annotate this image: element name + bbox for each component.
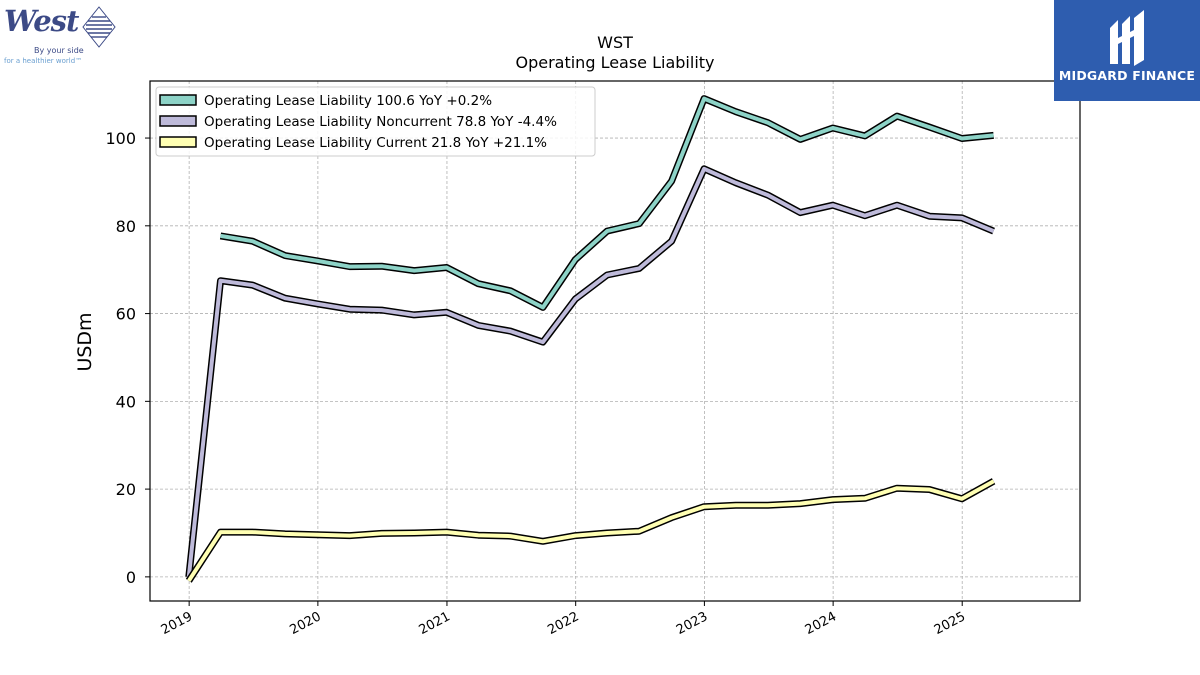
legend-swatch [159,115,197,127]
series-lines [185,95,996,583]
west-logo-tagline: By your side [34,46,84,55]
series-line-2 [186,166,995,578]
legend-label: Operating Lease Liability Noncurrent 78.… [204,114,557,130]
x-tick-label: 2025 [932,609,968,638]
x-tick-label: 2020 [287,609,323,638]
plot-area-frame [149,80,1081,602]
series-line-1 [220,96,994,310]
chart-title: WST [597,33,633,52]
y-tick-label: 40 [116,392,136,411]
y-tick-label: 80 [116,217,136,236]
x-tick-label: 2023 [674,609,710,638]
west-logo-word: West [4,4,79,38]
y-tick-label: 0 [126,568,136,587]
legend-swatch [159,136,197,148]
west-logo: West By your side for a healthier world™ [4,4,116,68]
legend-label: Operating Lease Liability Current 21.8 Y… [204,135,547,151]
x-tick-label: 2021 [417,609,453,638]
y-tick-label: 60 [116,305,136,324]
west-diamond-icon [82,6,116,48]
midgard-finance-wordmark: MIDGARD FINANCE [1058,68,1196,83]
chart-subtitle: Operating Lease Liability [515,53,714,72]
legend-swatch [159,94,197,106]
grid-lines [150,81,1080,601]
legend: Operating Lease Liability 100.6 YoY +0.2… [155,86,596,157]
x-tick-label: 2024 [803,609,839,638]
midgard-emblem-icon [1110,10,1144,66]
legend-label: Operating Lease Liability 100.6 YoY +0.2… [204,93,492,109]
y-tick-label: 20 [116,480,136,499]
x-tick-label: 2022 [545,609,581,638]
legend-box [155,86,596,157]
x-tick-label: 2019 [159,609,195,638]
series-line-3 [187,479,995,582]
midgard-finance-logo: MIDGARD FINANCE [1054,0,1200,101]
west-logo-tagline-2: for a healthier world™ [4,57,83,65]
y-axis-label: USDm [74,312,96,371]
series-outline-2 [185,165,995,578]
y-tick-label: 100 [105,129,136,148]
